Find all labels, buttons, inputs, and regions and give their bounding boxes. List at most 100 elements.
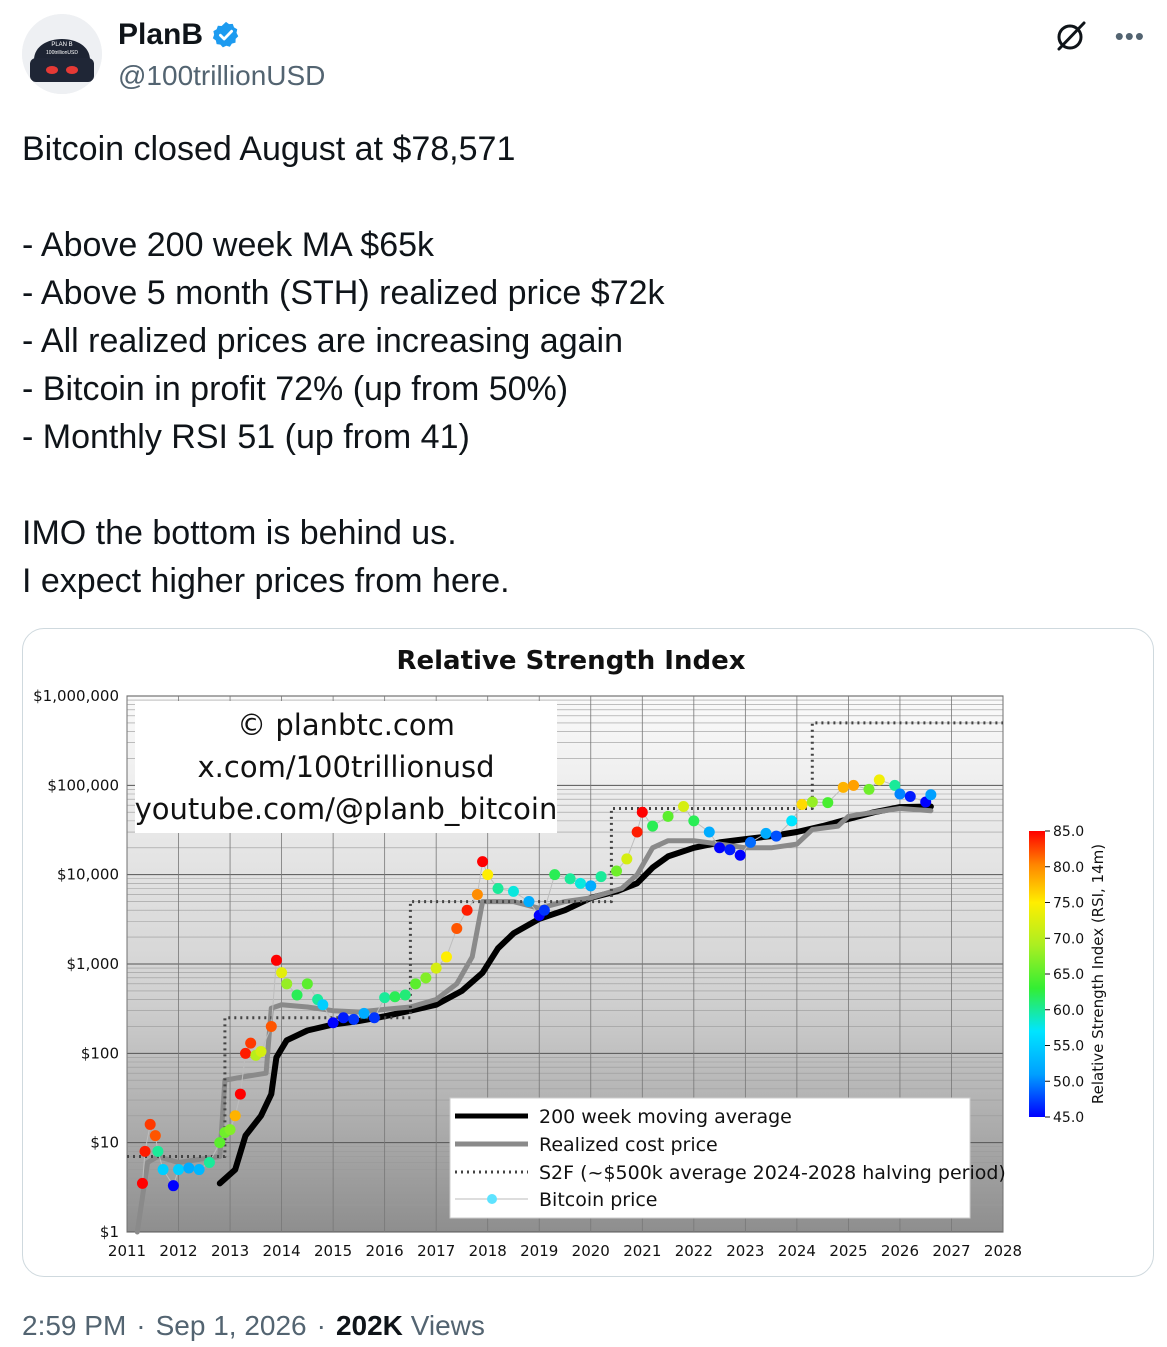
y-tick-label: $1 — [100, 1223, 119, 1241]
tweet-actions-top: ••• — [1053, 18, 1145, 54]
bitcoin-price-point — [482, 869, 494, 881]
tweet-media-card[interactable]: Relative Strength Index $1 $10 $100 $1,000 $… — [22, 628, 1154, 1277]
bitcoin-price-point — [183, 1162, 195, 1174]
bitcoin-price-point — [678, 800, 690, 812]
bitcoin-price-point — [229, 1110, 241, 1122]
legend-label: Bitcoin price — [539, 1189, 657, 1211]
bitcoin-price-point — [410, 978, 422, 990]
colorbar-tick-label: 60.0 — [1053, 1003, 1084, 1019]
bitcoin-price-point — [224, 1124, 236, 1136]
bitcoin-price-point — [152, 1145, 164, 1157]
bitcoin-price-point — [621, 853, 633, 865]
bitcoin-price-point — [389, 991, 401, 1003]
bitcoin-price-point — [873, 774, 885, 786]
colorbar-tick-label: 65.0 — [1053, 967, 1084, 983]
bitcoin-price-point — [837, 781, 849, 793]
tweet-line: IMO the bottom is behind us. — [22, 514, 457, 552]
author-handle[interactable]: @100trillionUSD — [118, 60, 326, 91]
y-tick-label: $100 — [81, 1044, 119, 1062]
x-tick-label: 2021 — [623, 1242, 661, 1260]
realized-price-line — [134, 806, 934, 1235]
bitcoin-price-point — [291, 989, 303, 1001]
legend-box — [449, 1097, 971, 1219]
bitcoin-price-point — [611, 865, 623, 877]
bitcoin-price-point — [734, 849, 746, 861]
bitcoin-price-point — [337, 1012, 349, 1024]
x-tick-label: 2022 — [675, 1242, 713, 1260]
bitcoin-price-point — [167, 1180, 179, 1192]
bitcoin-price-point — [848, 779, 860, 791]
x-tick-label: 2019 — [520, 1242, 558, 1260]
x-tick-label: 2024 — [778, 1242, 816, 1260]
colorbar-label: Relative Strength Index (RSI, 14m) — [1089, 844, 1107, 1104]
bitcoin-price-point — [703, 826, 715, 838]
colorbar-ticks: 85.0 80.0 75.0 70.0 65.0 60.0 55.0 50.0 45.0 — [1045, 824, 1084, 1126]
bitcoin-price-point — [348, 1013, 360, 1025]
x-axis-tick-labels: 2011 2012 2013 2014 2015 2016 2017 2018 2019 2020… — [108, 1242, 1022, 1260]
bitcoin-price-point — [281, 978, 293, 990]
chart-series-lines — [127, 721, 1003, 1235]
tweet-line: - Above 200 week MA $65k — [22, 226, 435, 264]
bitcoin-price-point — [144, 1118, 156, 1130]
bitcoin-price-point — [149, 1130, 161, 1142]
x-tick-label: 2014 — [262, 1242, 300, 1260]
grok-icon[interactable] — [1053, 18, 1089, 54]
avatar[interactable]: PLAN B 100trillionUSD — [22, 14, 102, 94]
bitcoin-price-point — [234, 1088, 246, 1100]
views-label: Views — [410, 1310, 485, 1341]
x-tick-label: 2028 — [984, 1242, 1022, 1260]
avatar-caption-bottom: 100trillionUSD — [46, 50, 78, 56]
rsi-chart: Relative Strength Index $1$10$100$1,000$… — [33, 646, 1107, 1260]
y-tick-label: $100,000 — [47, 776, 119, 794]
x-tick-label: 2012 — [159, 1242, 197, 1260]
tweet-line: - All realized prices are increasing aga… — [22, 322, 623, 360]
watermark-box — [135, 701, 557, 833]
x-tick-label: 2016 — [366, 1242, 404, 1260]
bitcoin-price-point — [477, 856, 489, 868]
bitcoin-price-point — [688, 815, 700, 827]
tweet-date[interactable]: Sep 1, 2026 — [155, 1310, 307, 1341]
separator-dot: · — [136, 1310, 146, 1341]
x-tick-label: 2018 — [469, 1242, 507, 1260]
chart-legend: 200 week moving average Realized cost pr… — [449, 1097, 1006, 1219]
bitcoin-price-point — [214, 1137, 226, 1149]
bitcoin-price-point — [451, 922, 463, 934]
author-name-row[interactable]: PlanB — [118, 18, 241, 52]
bitcoin-price-point — [889, 779, 901, 791]
bitcoin-price-point — [471, 888, 483, 900]
colorbar-tick-label: 85.0 — [1053, 824, 1084, 840]
ma-200-week-line — [216, 803, 934, 1187]
tweet-time[interactable]: 2:59 PM — [22, 1310, 127, 1341]
legend-label: 200 week moving average — [539, 1106, 792, 1128]
bitcoin-price-point — [270, 954, 282, 966]
bitcoin-price-point — [240, 1047, 252, 1059]
author-display-name[interactable]: PlanB — [118, 18, 204, 51]
bitcoin-price-point — [193, 1164, 205, 1176]
x-tick-label: 2026 — [881, 1242, 919, 1260]
bitcoin-price-point — [585, 880, 597, 892]
bitcoin-price-point — [770, 830, 782, 842]
bitcoin-price-point — [399, 989, 411, 1001]
bitcoin-price-point — [379, 992, 391, 1004]
bitcoin-price-points — [136, 774, 937, 1192]
x-tick-label: 2020 — [572, 1242, 610, 1260]
legend-label: S2F (~$500k average 2024-2028 halving pe… — [539, 1162, 1006, 1184]
verified-badge-icon — [212, 21, 239, 48]
watermark-line: x.com/100trillionusd — [198, 750, 495, 784]
x-tick-label: 2023 — [726, 1242, 764, 1260]
tweet-line: I expect higher prices from here. — [22, 562, 510, 600]
bitcoin-price-point — [564, 873, 576, 885]
x-tick-label: 2013 — [211, 1242, 249, 1260]
tweet-body: Bitcoin closed August at $78,571 - Above… — [22, 125, 665, 605]
bitcoin-price-point — [662, 810, 674, 822]
colorbar-tick-label: 50.0 — [1053, 1074, 1084, 1090]
bitcoin-price-point — [647, 820, 659, 832]
bitcoin-price-point — [724, 844, 736, 856]
tweet-line-blank — [22, 461, 665, 509]
bitcoin-price-point — [358, 1007, 370, 1019]
more-icon[interactable]: ••• — [1114, 21, 1145, 51]
tweet-line-blank — [22, 173, 665, 221]
bitcoin-price-point — [173, 1164, 185, 1176]
bitcoin-price-point — [461, 904, 473, 916]
colorbar-tick-label: 45.0 — [1053, 1110, 1084, 1126]
